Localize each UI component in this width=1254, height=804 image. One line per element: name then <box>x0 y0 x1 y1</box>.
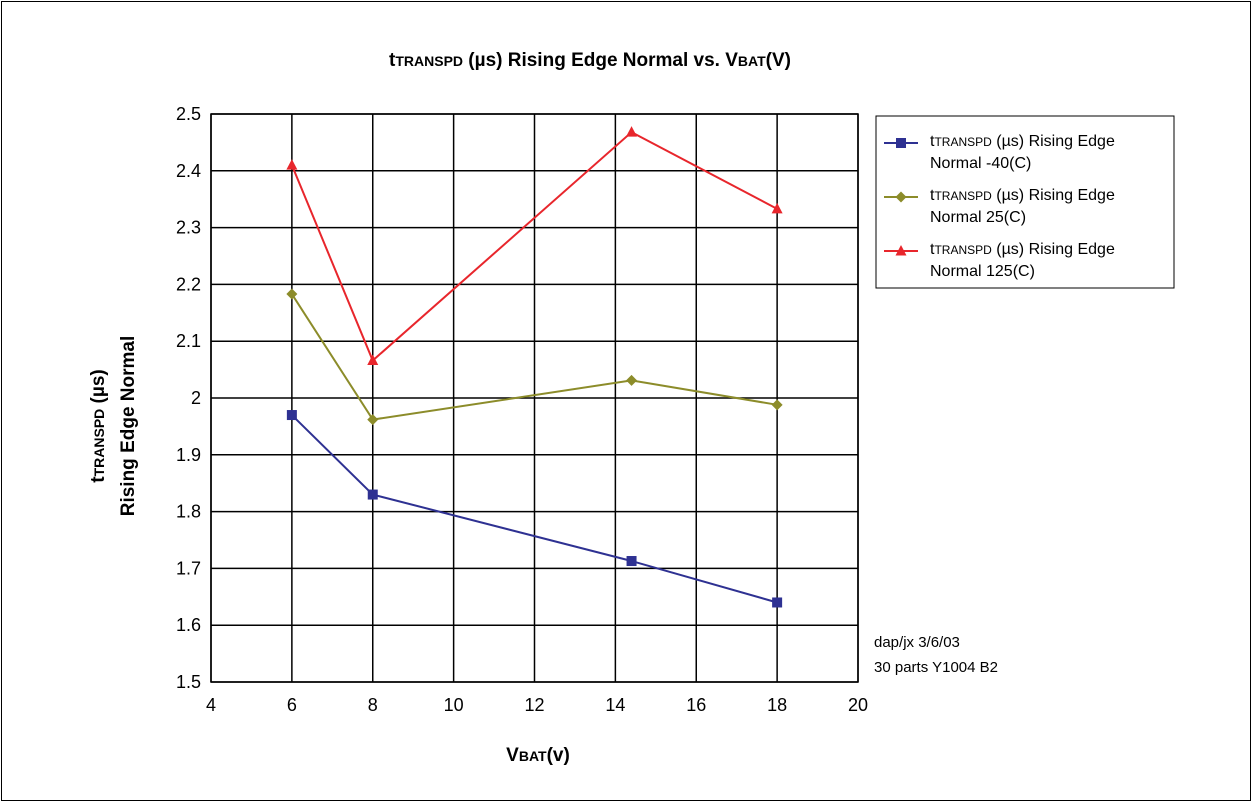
series-0-point <box>626 556 637 567</box>
x-tick-label: 18 <box>767 695 787 715</box>
y-tick-label: 1.9 <box>176 445 201 465</box>
legend-label-2: tTRANSPD (µs) Rising Edge <box>930 241 1115 258</box>
annotation-parts: 30 parts Y1004 B2 <box>874 659 998 676</box>
series-2-point <box>626 126 638 137</box>
svg-text:tTRANSPD (µs): tTRANSPD (µs) <box>88 369 109 482</box>
y-tick-labels: 1.5 1.6 1.7 1.8 1.9 2 2.1 2.2 2.3 2.4 2.5 <box>176 104 201 692</box>
series-2-point <box>367 354 379 366</box>
y-tick-label: 2.3 <box>176 218 201 238</box>
series-line-0 <box>291 414 778 604</box>
legend-swatch-marker-2 <box>895 245 907 256</box>
series-1-point <box>367 414 379 426</box>
legend: tTRANSPD (µs) Rising Edge Normal -40(C) tT… <box>875 115 1175 289</box>
y-tick-label: 2.5 <box>176 104 201 124</box>
y-tick-label: 2.2 <box>176 274 201 294</box>
x-tick-label: 20 <box>848 695 868 715</box>
legend-swatch-marker-1 <box>895 191 907 203</box>
y-axis-label: tTRANSPD (µs) Rising Edge Normal <box>88 336 139 517</box>
y-tick-label: 1.5 <box>176 672 201 692</box>
x-tick-label: 10 <box>444 695 464 715</box>
grid-lines <box>210 113 859 683</box>
x-tick-label: 16 <box>686 695 706 715</box>
chart-title: tTRANSPD (µs) Rising Edge Normal vs. VBA… <box>389 50 791 71</box>
y-tick-label: 2.1 <box>176 331 201 351</box>
x-tick-label: 14 <box>605 695 625 715</box>
legend-label-1: tTRANSPD (µs) Rising Edge <box>930 187 1115 204</box>
x-tick-labels: 4 6 8 10 12 14 16 18 20 <box>206 695 868 715</box>
y-tick-label: 1.6 <box>176 615 201 635</box>
legend-swatch-marker-0 <box>896 138 906 148</box>
x-tick-label: 8 <box>368 695 378 715</box>
series-0-point <box>286 410 297 421</box>
y-tick-label: 1.7 <box>176 558 201 578</box>
series-1-point <box>286 288 298 300</box>
legend-label-line2-1: Normal 25(C) <box>930 209 1026 226</box>
series-line-1 <box>291 293 778 421</box>
legend-box <box>875 115 1175 289</box>
series-0-point <box>772 597 783 608</box>
series-0-point <box>367 489 378 500</box>
x-tick-label: 12 <box>524 695 544 715</box>
series-2-point <box>771 202 783 214</box>
plot-area-border <box>210 113 859 683</box>
legend-label-0: tTRANSPD (µs) Rising Edge <box>930 133 1115 150</box>
x-tick-label: 4 <box>206 695 216 715</box>
annotation-date: dap/jx 3/6/03 <box>874 634 960 651</box>
y-tick-label: 2 <box>191 388 201 408</box>
series-2-point <box>286 159 298 170</box>
series-1-point <box>771 399 783 411</box>
legend-label-line2-2: Normal 125(C) <box>930 263 1035 280</box>
legend-label-line2-0: Normal -40(C) <box>930 155 1031 172</box>
svg-text:Rising Edge Normal: Rising Edge Normal <box>118 336 139 517</box>
y-tick-label: 2.4 <box>176 161 201 181</box>
x-tick-label: 6 <box>287 695 297 715</box>
y-tick-label: 1.8 <box>176 502 201 522</box>
x-axis-label: VBAT(v) <box>506 745 570 766</box>
series-line-2 <box>290 130 778 363</box>
series-group <box>286 126 783 608</box>
series-1-point <box>626 374 638 386</box>
